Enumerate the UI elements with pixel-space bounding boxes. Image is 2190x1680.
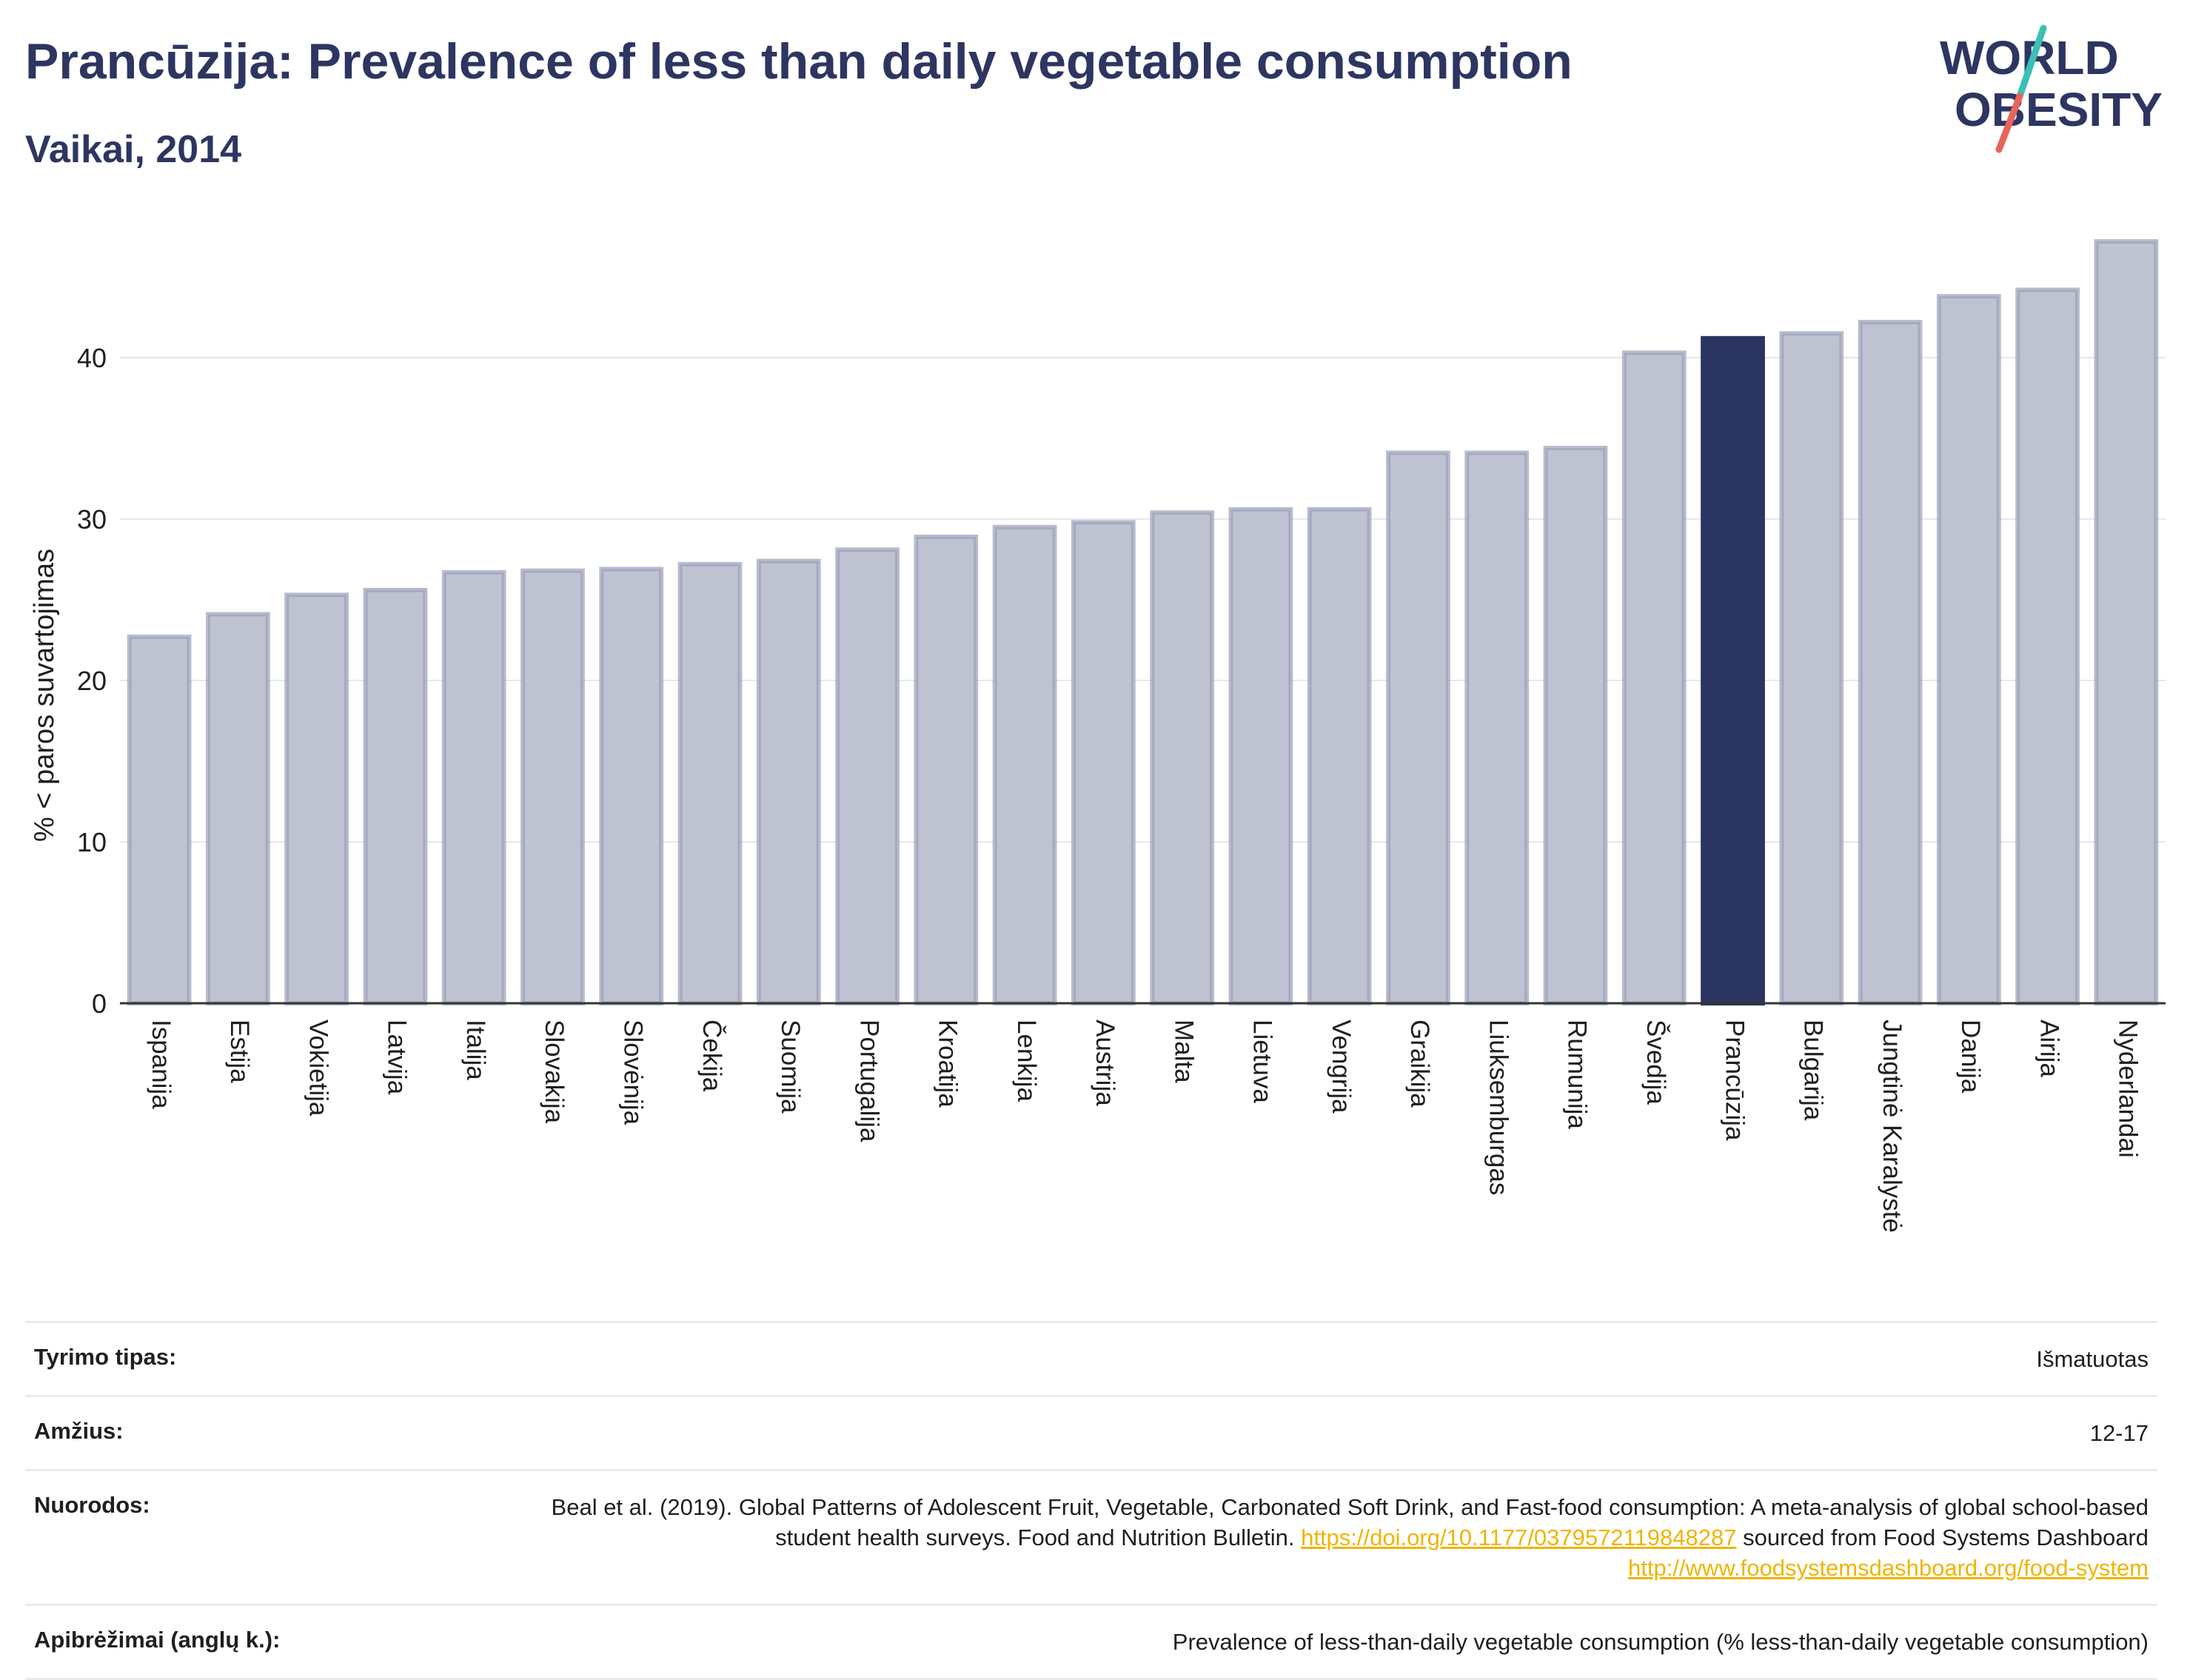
info-label: Apibrėžimai (anglų k.): bbox=[25, 1604, 487, 1680]
reference-source-text: sourced from Food Systems Dashboard bbox=[1743, 1525, 2149, 1550]
bar-23[interactable] bbox=[1936, 294, 2001, 1006]
info-row-definitions: Apibrėžimai (anglų k.): Prevalence of le… bbox=[25, 1604, 2157, 1680]
y-tick-label: 40 bbox=[77, 343, 107, 373]
y-tick-label: 20 bbox=[77, 666, 107, 696]
bar-7[interactable] bbox=[677, 562, 743, 1005]
x-tick-label: Vokietija bbox=[304, 1020, 332, 1117]
bar-9[interactable] bbox=[835, 547, 900, 1005]
x-tick-label: Bulgarija bbox=[1799, 1020, 1828, 1121]
x-tick-label: Jungtinė Karalystė bbox=[1878, 1020, 1906, 1233]
bar-0[interactable] bbox=[127, 635, 192, 1005]
bar-1[interactable] bbox=[206, 612, 270, 1005]
info-value: Išmatuotas bbox=[487, 1321, 2157, 1397]
bar-6[interactable] bbox=[599, 566, 664, 1005]
y-tick-label: 10 bbox=[77, 827, 107, 857]
x-tick-label: Slovėnija bbox=[619, 1020, 648, 1125]
info-row-survey-type: Tyrimo tipas: Išmatuotas bbox=[25, 1321, 2157, 1397]
bar-4[interactable] bbox=[441, 569, 506, 1005]
bar-3[interactable] bbox=[363, 587, 428, 1005]
bar-5[interactable] bbox=[520, 568, 585, 1005]
x-tick-label: Nyderlandai bbox=[2114, 1020, 2143, 1158]
bar-chart: 0 10 20 30 40 Ispanija Estija Vokietija Latvija… bbox=[29, 239, 2166, 1233]
x-tick-label: Suomija bbox=[776, 1020, 805, 1114]
x-tick-label: Austrija bbox=[1091, 1020, 1119, 1106]
bar-15[interactable] bbox=[1307, 506, 1372, 1005]
x-tick-label: Ispanija bbox=[147, 1020, 175, 1109]
bar-14[interactable] bbox=[1228, 506, 1293, 1005]
x-tick-label: Čekija bbox=[697, 1020, 726, 1092]
bar-11[interactable] bbox=[992, 524, 1057, 1005]
logo-slash-bottom-icon bbox=[1995, 93, 2023, 153]
bar-21[interactable] bbox=[1779, 331, 1844, 1005]
bar-25[interactable] bbox=[2094, 239, 2159, 1005]
reference-text: Beal et al. (2019). Global Patterns of A… bbox=[551, 1494, 2149, 1550]
y-tick-labels: 0 10 20 30 40 bbox=[77, 343, 107, 1019]
info-value: 12-17 bbox=[487, 1395, 2157, 1471]
bar-19[interactable] bbox=[1621, 350, 1687, 1005]
x-tick-label: Prancūzija bbox=[1720, 1020, 1749, 1141]
x-tick-label: Rumunija bbox=[1563, 1020, 1592, 1129]
bar-2[interactable] bbox=[284, 592, 349, 1005]
x-tick-label: Lietuva bbox=[1248, 1020, 1277, 1103]
bar-18[interactable] bbox=[1543, 446, 1608, 1005]
info-label: Nuorodos: bbox=[25, 1469, 487, 1606]
x-tick-label: Portugalija bbox=[854, 1020, 883, 1142]
logo-text-obesity: OBESITY bbox=[1955, 83, 2163, 136]
info-value: Prevalence of less-than-daily vegetable … bbox=[487, 1604, 2157, 1680]
doi-link[interactable]: https://doi.org/10.1177/0379572119848287 bbox=[1301, 1525, 1737, 1550]
bar-17[interactable] bbox=[1464, 450, 1530, 1005]
bar-24[interactable] bbox=[2015, 287, 2080, 1005]
y-tick-label: 30 bbox=[77, 504, 107, 535]
x-tick-labels: Ispanija Estija Vokietija Latvija Italija Slo… bbox=[147, 1020, 2143, 1233]
bar-16[interactable] bbox=[1386, 450, 1450, 1005]
info-label: Amžius: bbox=[25, 1395, 487, 1471]
bar-13[interactable] bbox=[1150, 510, 1215, 1005]
x-tick-label: Lenkija bbox=[1012, 1020, 1041, 1102]
x-tick-label: Slovakija bbox=[540, 1020, 569, 1124]
x-tick-label: Liuksemburgas bbox=[1484, 1020, 1513, 1195]
x-tick-label: Malta bbox=[1169, 1020, 1198, 1083]
page-subtitle: Vaikai, 2014 bbox=[25, 128, 242, 171]
bars bbox=[127, 239, 2159, 1006]
info-row-references: Nuorodos: Beal et al. (2019). Global Pat… bbox=[25, 1469, 2157, 1606]
logo-slash-top-icon bbox=[2016, 24, 2047, 100]
y-tick-label: 0 bbox=[92, 988, 107, 1019]
x-tick-label: Kroatija bbox=[934, 1020, 962, 1108]
x-tick-label: Latvija bbox=[383, 1020, 412, 1095]
bar-12[interactable] bbox=[1071, 520, 1136, 1005]
info-row-age: Amžius: 12-17 bbox=[25, 1395, 2157, 1471]
x-tick-label: Švedija bbox=[1641, 1020, 1670, 1105]
info-value: Beal et al. (2019). Global Patterns of A… bbox=[487, 1469, 2157, 1606]
x-tick-label: Airija bbox=[2035, 1020, 2063, 1077]
x-tick-label: Vengrija bbox=[1327, 1020, 1356, 1114]
x-tick-label: Danija bbox=[1956, 1020, 1985, 1094]
bar-22[interactable] bbox=[1858, 320, 1923, 1006]
bar-20[interactable] bbox=[1701, 335, 1765, 1005]
world-obesity-logo: WORLD OBESITY bbox=[1940, 24, 2163, 153]
x-tick-label: Estija bbox=[225, 1020, 254, 1083]
page-title: Prancūzija: Prevalence of less than dail… bbox=[25, 33, 1573, 90]
y-axis-label: % < paros suvartojimas bbox=[29, 549, 60, 842]
dashboard-link[interactable]: http://www.foodsystemsdashboard.org/food… bbox=[1628, 1555, 2149, 1581]
bar-8[interactable] bbox=[756, 558, 821, 1005]
info-table: Tyrimo tipas: Išmatuotas Amžius: 12-17 N… bbox=[25, 1321, 2157, 1680]
info-label: Tyrimo tipas: bbox=[25, 1321, 487, 1397]
x-tick-label: Italija bbox=[461, 1020, 490, 1080]
bar-10[interactable] bbox=[914, 534, 979, 1005]
x-tick-label: Graikija bbox=[1405, 1020, 1434, 1108]
